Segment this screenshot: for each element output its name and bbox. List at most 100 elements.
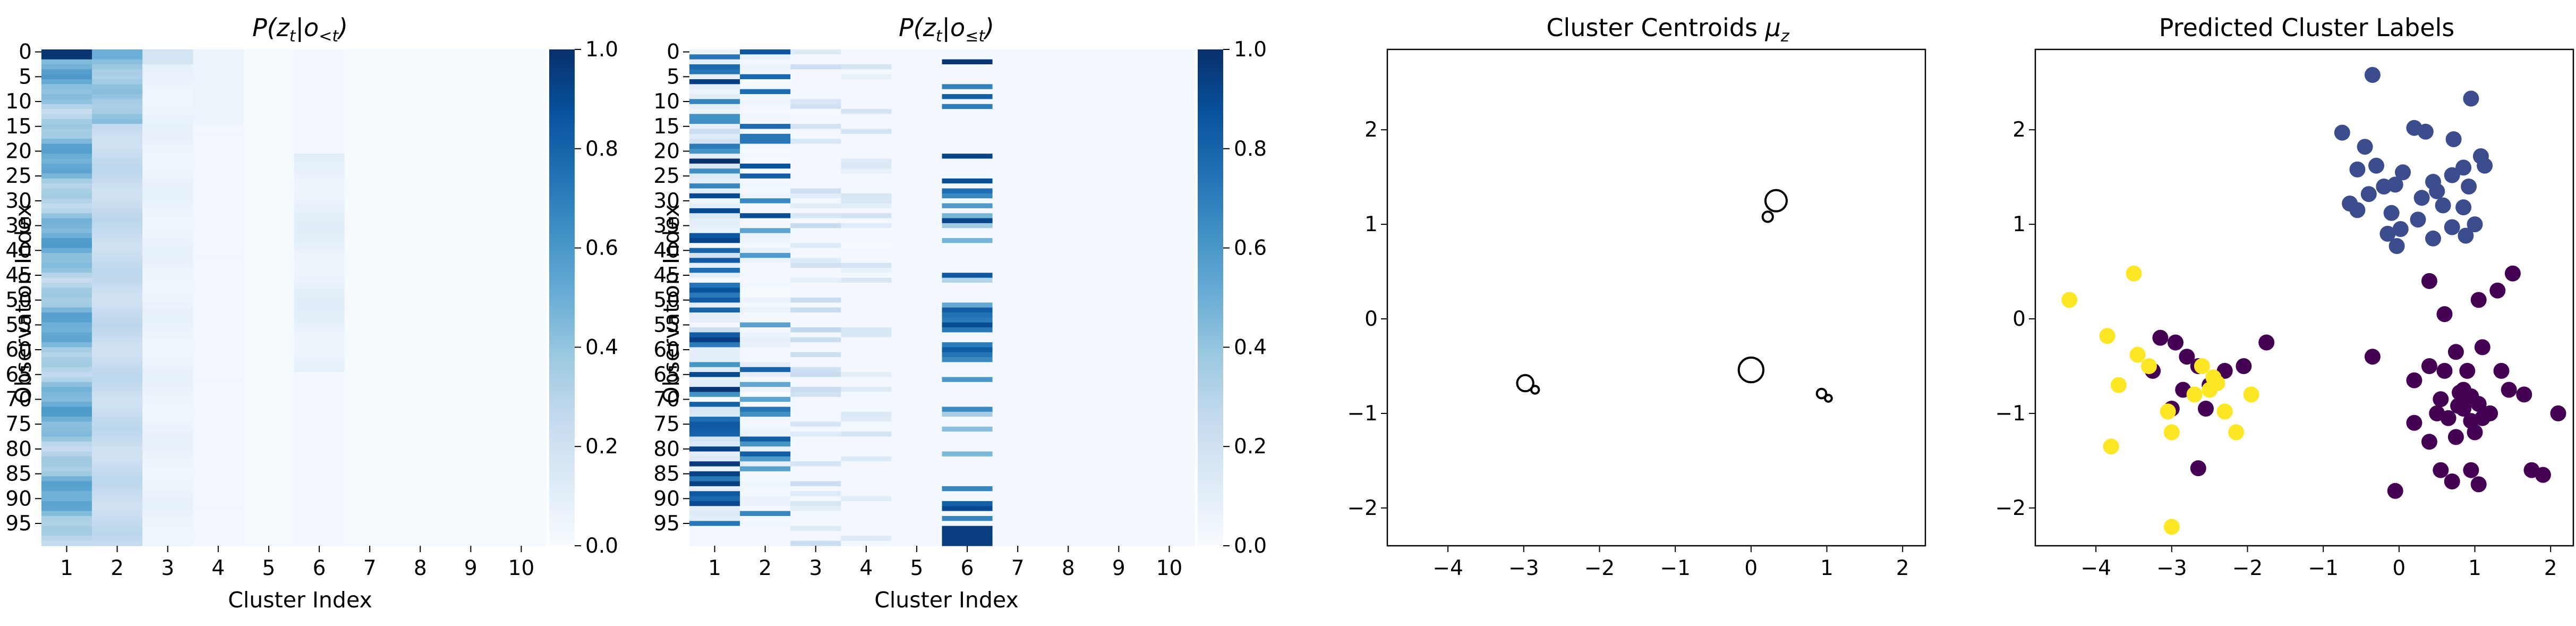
heatmap-cell bbox=[243, 441, 295, 447]
heatmap-cell bbox=[496, 218, 547, 224]
heatmap-cell bbox=[1043, 168, 1094, 174]
heatmap-cell bbox=[790, 298, 841, 303]
heatmap-cell bbox=[395, 337, 446, 343]
heatmap-cell bbox=[92, 203, 143, 209]
heatmap-cell bbox=[891, 267, 943, 273]
heatmap-cell bbox=[193, 501, 244, 506]
heatmap-cell bbox=[790, 421, 841, 427]
heatmap-cell bbox=[445, 213, 497, 219]
heatmap-cell bbox=[92, 277, 143, 283]
heatmap-cell bbox=[243, 307, 295, 313]
x-tick-label: −1 bbox=[1660, 556, 1691, 580]
heatmap-cell bbox=[790, 59, 841, 65]
heatmap-cell bbox=[740, 411, 791, 417]
heatmap-cell bbox=[445, 372, 497, 378]
heatmap-cell bbox=[496, 183, 547, 189]
heatmap-cell bbox=[992, 277, 1044, 283]
heatmap-cell bbox=[891, 392, 943, 397]
heatmap-cell bbox=[891, 407, 943, 412]
heatmap-cell bbox=[445, 208, 497, 214]
heatmap-cell bbox=[193, 287, 244, 293]
heatmap-cell bbox=[689, 327, 740, 333]
heatmap-cell bbox=[243, 332, 295, 338]
y-tick-label: 45 bbox=[5, 264, 32, 287]
heatmap-cell bbox=[243, 173, 295, 179]
heatmap-cell bbox=[1093, 317, 1145, 323]
heatmap-cell bbox=[496, 372, 547, 378]
heatmap-cell bbox=[445, 228, 497, 234]
heatmap-cell bbox=[790, 372, 841, 378]
heatmap-cell bbox=[92, 163, 143, 169]
heatmap-cell bbox=[1093, 238, 1145, 243]
heatmap-cell bbox=[1093, 302, 1145, 308]
heatmap-cell bbox=[445, 119, 497, 124]
heatmap-cell bbox=[41, 417, 92, 422]
heatmap-cell bbox=[344, 501, 396, 506]
heatmap-cell bbox=[344, 536, 396, 542]
scatter-point-blue bbox=[2455, 159, 2472, 176]
heatmap-cell bbox=[41, 282, 92, 288]
heatmap-cell bbox=[891, 461, 943, 467]
heatmap-cell bbox=[92, 337, 143, 343]
heatmap-cell bbox=[445, 104, 497, 109]
y-tick-label: 90 bbox=[653, 487, 680, 511]
centroid-marker bbox=[1815, 387, 1828, 400]
heatmap-cell bbox=[1043, 89, 1094, 95]
heatmap-cell bbox=[445, 133, 497, 139]
heatmap-cell bbox=[344, 233, 396, 239]
heatmap-cell bbox=[1144, 54, 1195, 60]
heatmap-cell bbox=[790, 109, 841, 115]
heatmap-cell bbox=[740, 436, 791, 442]
heatmap-cell bbox=[193, 173, 244, 179]
heatmap-cell bbox=[992, 417, 1044, 422]
heatmap-cell bbox=[344, 252, 396, 258]
heatmap-cell bbox=[740, 109, 791, 115]
heatmap-cell bbox=[891, 481, 943, 487]
heatmap-cell bbox=[841, 59, 892, 65]
heatmap-cell bbox=[841, 411, 892, 417]
heatmap-cell bbox=[41, 298, 92, 303]
heatmap-cell bbox=[41, 119, 92, 124]
heatmap-cell bbox=[1093, 243, 1145, 249]
heatmap-cell bbox=[395, 426, 446, 432]
heatmap-cell bbox=[142, 481, 193, 487]
heatmap-cell bbox=[841, 139, 892, 145]
heatmap-cell bbox=[395, 501, 446, 506]
heatmap-cell bbox=[1093, 228, 1145, 234]
heatmap-cell bbox=[841, 332, 892, 338]
heatmap-cell bbox=[942, 347, 993, 353]
heatmap-cell bbox=[142, 456, 193, 462]
heatmap-cell bbox=[193, 496, 244, 502]
heatmap-cell bbox=[395, 277, 446, 283]
heatmap-cell bbox=[790, 392, 841, 397]
heatmap-cell bbox=[942, 432, 993, 437]
heatmap-cell bbox=[92, 506, 143, 512]
heatmap-cell bbox=[841, 476, 892, 482]
heatmap-cell bbox=[790, 515, 841, 521]
heatmap-cell bbox=[1093, 84, 1145, 90]
heatmap-cell bbox=[344, 387, 396, 393]
heatmap-cell bbox=[243, 258, 295, 264]
heatmap-cell bbox=[193, 432, 244, 437]
heatmap-cell bbox=[689, 248, 740, 253]
heatmap-cell bbox=[891, 317, 943, 323]
heatmap-cell bbox=[92, 446, 143, 452]
heatmap-cell bbox=[942, 515, 993, 521]
scatter-point-purple bbox=[2474, 410, 2490, 426]
heatmap-cell bbox=[992, 79, 1044, 84]
heatmap-cell bbox=[294, 337, 345, 343]
heatmap-cell bbox=[92, 243, 143, 249]
heatmap-cell bbox=[294, 74, 345, 80]
heatmap-cell bbox=[496, 536, 547, 542]
heatmap-cell bbox=[294, 213, 345, 219]
heatmap-cell bbox=[942, 148, 993, 154]
heatmap-cell bbox=[740, 133, 791, 139]
heatmap-cell bbox=[445, 168, 497, 174]
heatmap-cell bbox=[294, 203, 345, 209]
panel-2-ylabel: Observation Index bbox=[659, 204, 684, 404]
heatmap-cell bbox=[841, 79, 892, 84]
heatmap-cell bbox=[942, 163, 993, 169]
heatmap-cell bbox=[891, 119, 943, 124]
heatmap-cell bbox=[689, 238, 740, 243]
